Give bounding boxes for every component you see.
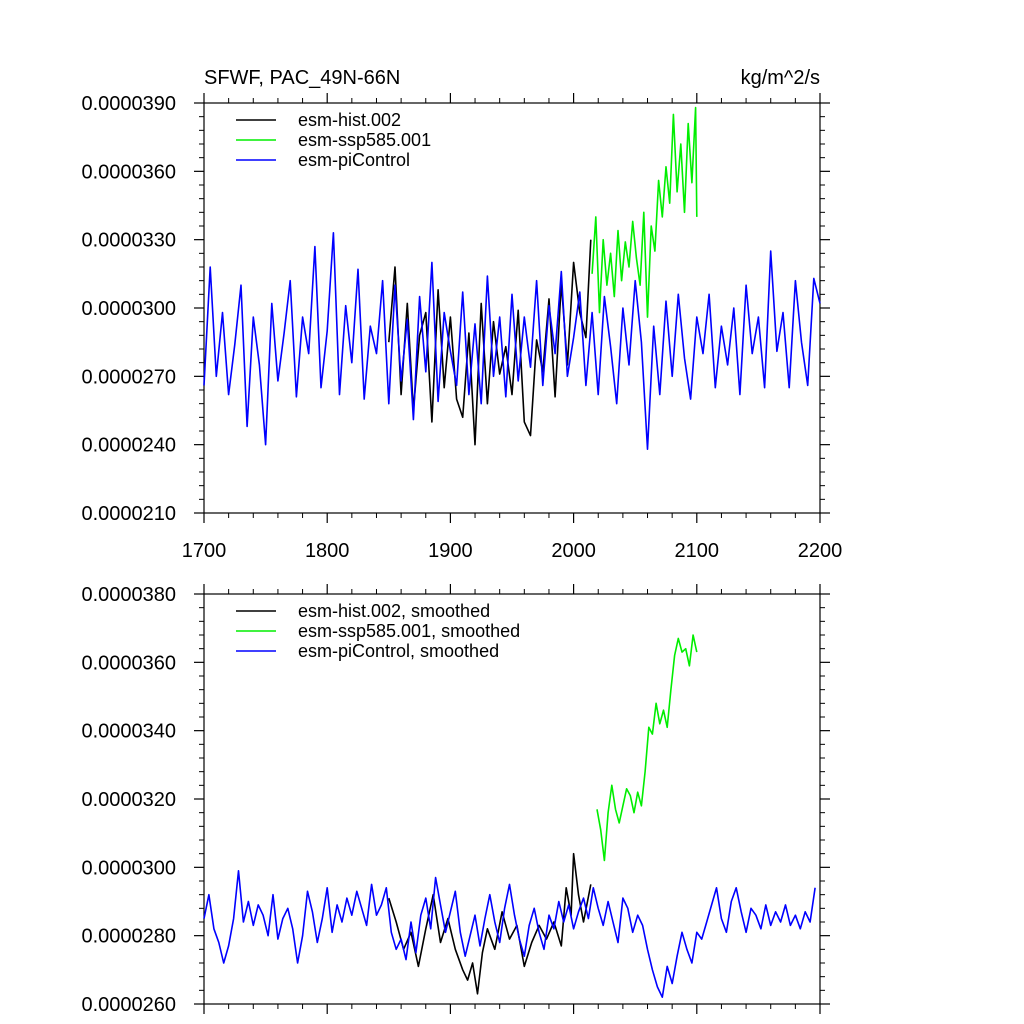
y-tick-label: 0.0000360: [81, 161, 176, 183]
x-tick-label: 1700: [182, 540, 227, 562]
plot-frame: [203, 593, 821, 1005]
series-line: [388, 239, 592, 446]
x-tick-label: 1900: [428, 540, 473, 562]
legend-label: esm-hist.002: [298, 110, 401, 130]
y-tick-label: 0.0000300: [81, 298, 176, 320]
bottom-panel: 0.0000260 0.0000280 0.0000300 0.0000320 0.00…: [81, 584, 830, 1016]
title-left: SFWF, PAC_49N-66N: [204, 67, 400, 89]
legend-label: esm-piControl, smoothed: [298, 641, 499, 661]
y-tick-label: 0.0000340: [81, 721, 176, 743]
series-line: [203, 232, 821, 451]
x-tick-label: 2200: [798, 540, 843, 562]
plot-frame: [203, 102, 821, 514]
legend-label: esm-ssp585.001: [298, 130, 431, 150]
series-line: [591, 106, 698, 318]
legend-label: esm-piControl: [298, 150, 410, 170]
y-tick-label: 0.0000240: [81, 435, 176, 457]
y-tick-label: 0.0000390: [81, 93, 176, 115]
y-tick-label: 0.0000260: [81, 994, 176, 1016]
y-tick-label: 0.0000330: [81, 230, 176, 252]
y-tick-label: 0.0000210: [81, 503, 176, 525]
y-tick-label: 0.0000360: [81, 652, 176, 674]
title-right: kg/m^2/s: [741, 67, 820, 89]
x-tick-label: 1800: [305, 540, 350, 562]
legend-label: esm-ssp585.001, smoothed: [298, 621, 520, 641]
y-tick-label: 0.0000320: [81, 789, 176, 811]
series-line: [203, 869, 816, 999]
y-tick-label: 0.0000270: [81, 366, 176, 388]
series-line: [388, 852, 592, 995]
series-line: [596, 634, 698, 862]
y-tick-label: 0.0000280: [81, 926, 176, 948]
legend-label: esm-hist.002, smoothed: [298, 601, 490, 621]
x-tick-label: 2100: [675, 540, 720, 562]
top-panel: SFWF, PAC_49N-66N kg/m^2/s 1700 1800 1900 2…: [81, 67, 842, 562]
y-tick-label: 0.0000300: [81, 857, 176, 879]
y-tick-label: 0.0000380: [81, 584, 176, 606]
x-tick-label: 2000: [551, 540, 596, 562]
